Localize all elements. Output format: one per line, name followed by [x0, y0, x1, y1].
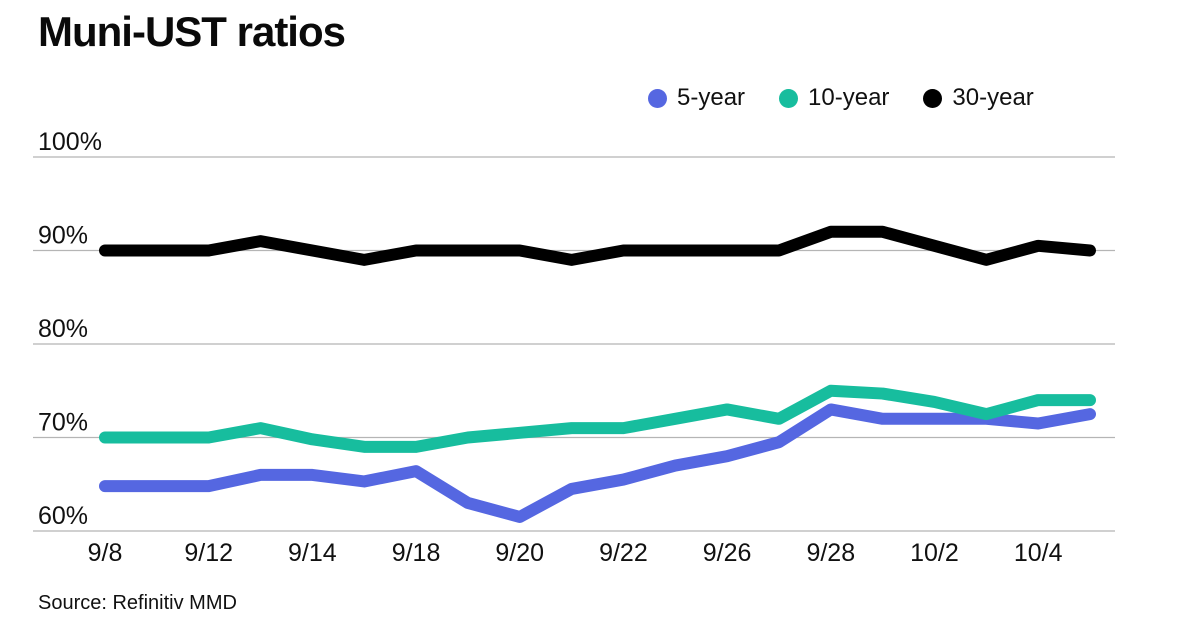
legend-dot-5-year-icon	[648, 88, 667, 108]
legend-label-30-year: 30-year	[952, 84, 1034, 111]
legend-item-30-year: 30-year	[923, 84, 1034, 112]
legend: 5-year 10-year 30-year	[648, 84, 1034, 112]
page-title: Muni-UST ratios	[38, 8, 346, 55]
x-tick-label: 9/22	[599, 539, 648, 567]
x-tick-label: 9/28	[806, 539, 855, 567]
x-tick-label: 9/18	[392, 539, 441, 567]
legend-item-5-year: 5-year	[648, 84, 745, 112]
x-tick-label: 9/20	[495, 539, 544, 567]
y-tick-label: 100%	[38, 128, 102, 156]
y-tick-label: 70%	[38, 409, 88, 437]
y-tick-label: 80%	[38, 315, 88, 343]
legend-label-10-year: 10-year	[808, 84, 890, 111]
x-tick-label: 9/12	[184, 539, 233, 567]
series-line-5-year	[99, 403, 1096, 523]
series-line-30-year	[99, 225, 1096, 266]
y-tick-label: 90%	[38, 222, 88, 250]
x-tick-label: 10/2	[910, 539, 959, 567]
source-note: Source: Refinitiv MMD	[38, 592, 237, 614]
y-tick-label: 60%	[38, 502, 88, 530]
x-tick-label: 10/4	[1014, 539, 1063, 567]
legend-dot-30-year-icon	[923, 88, 943, 108]
legend-item-10-year: 10-year	[779, 84, 889, 112]
legend-dot-10-year-icon	[779, 88, 799, 108]
x-tick-label: 9/26	[703, 539, 752, 567]
series-line-10-year	[99, 384, 1096, 453]
legend-label-5-year: 5-year	[677, 84, 746, 111]
x-tick-label: 9/8	[88, 539, 123, 567]
x-tick-label: 9/14	[288, 539, 337, 567]
